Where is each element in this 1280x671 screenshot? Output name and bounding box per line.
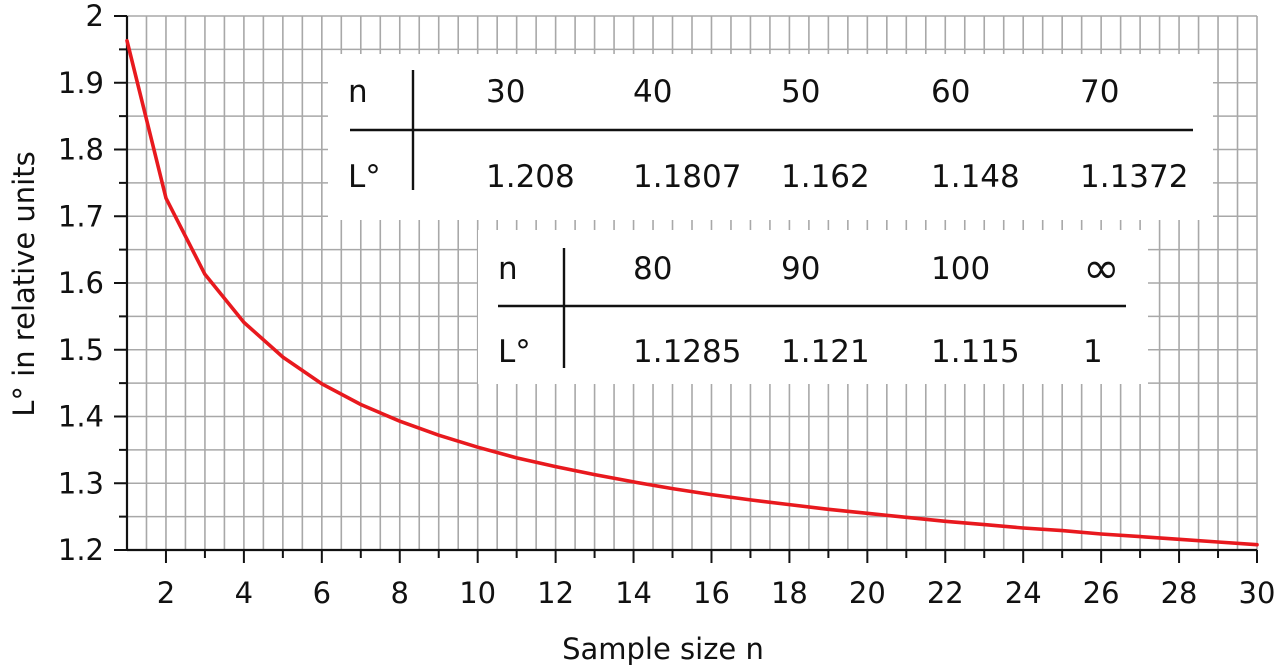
x-tick-label: 22 xyxy=(927,576,964,610)
table-cell-l: 1.1372 xyxy=(1080,159,1188,195)
y-tick-label: 1.9 xyxy=(58,66,104,100)
data-table: n L° 30 40 50 60 70 1.208 1.1807 1.162 1.148 1.1372 xyxy=(348,70,1193,195)
axes xyxy=(114,15,1258,563)
x-tick-label: 24 xyxy=(1005,576,1042,610)
x-tick-label: 6 xyxy=(313,576,331,610)
table-cell-l: 1.115 xyxy=(931,334,1020,370)
table-cell-l: 1.208 xyxy=(486,159,575,195)
table-1-background xyxy=(328,54,1213,220)
series-line xyxy=(125,38,1259,547)
table-cell-l: 1.148 xyxy=(931,159,1020,195)
table-row-header-n: n xyxy=(498,251,518,287)
data-table: n L° 80 90 100 ∞ 1.1285 1.121 1.115 1 xyxy=(498,243,1126,370)
table-row-header-l: L° xyxy=(498,334,531,370)
table-cell-n: ∞ xyxy=(1083,243,1120,294)
x-tick-label: 26 xyxy=(1083,576,1120,610)
table-cell-l: 1.1807 xyxy=(633,159,741,195)
series-layer xyxy=(125,38,1259,547)
y-tick-label: 2 xyxy=(86,0,104,33)
y-tick-label: 1.4 xyxy=(58,400,104,434)
table-cell-n: 40 xyxy=(633,74,672,110)
x-tick-label: 18 xyxy=(771,576,808,610)
table-cell-n: 70 xyxy=(1080,74,1119,110)
x-tick-label: 20 xyxy=(849,576,886,610)
table-row-header-n: n xyxy=(348,74,368,110)
y-tick-label: 1.2 xyxy=(58,533,104,567)
table-cell-n: 100 xyxy=(931,251,990,287)
y-axis-title: L° in relative units xyxy=(7,151,41,416)
y-tick-label: 1.5 xyxy=(58,333,104,367)
x-tick-label: 14 xyxy=(615,576,652,610)
y-tick-label: 1.6 xyxy=(58,266,104,300)
x-tick-label: 28 xyxy=(1161,576,1198,610)
table-cell-l: 1 xyxy=(1083,334,1103,370)
table-cell-l: 1.121 xyxy=(781,334,870,370)
x-tick-label: 4 xyxy=(235,576,253,610)
x-axis-title: Sample size n xyxy=(562,632,764,666)
table-cell-n: 50 xyxy=(781,74,820,110)
table-row-header-l: L° xyxy=(348,159,381,195)
table-cell-l: 1.1285 xyxy=(633,334,741,370)
y-tick-label: 1.7 xyxy=(58,199,104,233)
tick-labels: 2 4 6 8 10 12 14 16 18 20 22 24 26 28 301.21.31.41.51.… xyxy=(58,0,1276,610)
table-cell-n: 30 xyxy=(486,74,525,110)
x-tick-label: 30 xyxy=(1239,576,1276,610)
x-tick-label: 12 xyxy=(537,576,574,610)
table-cell-n: 80 xyxy=(633,251,672,287)
data-tables: n L° 30 40 50 60 70 1.208 1.1807 1.162 1.148 1.1372… xyxy=(348,70,1193,370)
x-tick-label: 8 xyxy=(391,576,409,610)
table-cell-l: 1.162 xyxy=(781,159,870,195)
x-tick-label: 10 xyxy=(459,576,496,610)
y-tick-label: 1.3 xyxy=(58,466,104,500)
x-tick-label: 2 xyxy=(157,576,175,610)
y-tick-label: 1.8 xyxy=(58,133,104,167)
table-cell-n: 90 xyxy=(781,251,820,287)
table-cell-n: 60 xyxy=(931,74,970,110)
x-tick-label: 16 xyxy=(693,576,730,610)
